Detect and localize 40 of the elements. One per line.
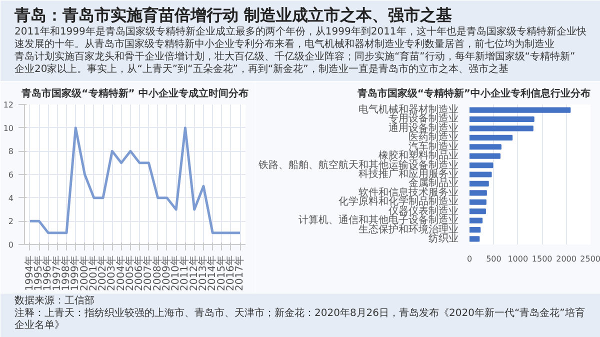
text: 2011年和1999年是青岛国家级专精特新企业成立最多的两个年份，从1999年到2011年，这十年也是青岛国家级专精特新企业快速发展的十年。从青岛市国家级专精特新中小企业专利分布来看，电气机械和器材制造业专利数量居首，前七位均为制造业 bbox=[14, 26, 586, 50]
bar bbox=[470, 190, 487, 196]
bar bbox=[470, 162, 494, 168]
bar bbox=[470, 180, 489, 187]
bar bbox=[470, 226, 481, 233]
x-tick-label: 0 bbox=[466, 254, 472, 264]
x-tick-label: 2017年 bbox=[234, 255, 246, 291]
chart-title: 青岛市国家级“专精特新” 中小企业专成立时间分布 bbox=[20, 88, 248, 100]
bar bbox=[470, 172, 492, 178]
text: 青岛：青岛市实施育苗倍增行动 制造业成立市之本、强市之基 bbox=[14, 6, 452, 24]
bar bbox=[470, 134, 513, 140]
bar bbox=[470, 218, 483, 224]
x-tick-label: 2500 bbox=[580, 254, 600, 264]
source-note: 数据来源：工信部 bbox=[14, 294, 94, 306]
y-tick-label: 0 bbox=[8, 240, 14, 250]
x-tick-label: 1994年 bbox=[23, 255, 36, 291]
x-tick-label: 2000 bbox=[556, 254, 576, 264]
bar bbox=[470, 116, 534, 122]
text: 青岛计划实施百家龙头和骨干企业倍增计划，壮大百亿级、千亿级企业阵容；同步实施“育苗”行动，每年新增国家级“专精特新”企业20家以上。事实上，从“上青天”到“五朵金花”，再到“新金花”，制造业一直是青岛市的立市之本、强市之基 bbox=[14, 50, 576, 75]
chart-title: 青岛市国家级“专精特新”中小企业专利信息行业分布 bbox=[356, 88, 591, 100]
y-tick-label: 纺织业 bbox=[428, 232, 458, 244]
x-tick-label: 500 bbox=[486, 254, 502, 264]
bar bbox=[470, 144, 502, 150]
text: 注释：上青天：指纺织业较强的上海市、青岛市、天津市；新金花：2020年8月26日，青岛发布《2020年新一代“青岛金花”培育企业名单》 bbox=[14, 306, 585, 332]
y-tick-label: 2 bbox=[8, 217, 14, 226]
y-tick-label: 12 bbox=[3, 100, 14, 110]
y-tick-label: 8 bbox=[8, 147, 14, 156]
line-series bbox=[28, 126, 242, 234]
bar bbox=[470, 153, 500, 159]
bar bbox=[470, 107, 571, 113]
bar bbox=[470, 236, 480, 242]
y-tick-label: 4 bbox=[8, 194, 14, 203]
x-tick-label: 1000 bbox=[508, 254, 528, 264]
x-tick-label: 1997年 bbox=[50, 255, 63, 291]
bar bbox=[470, 199, 486, 205]
y-tick-label: 10 bbox=[3, 124, 14, 133]
bar bbox=[470, 208, 486, 214]
y-tick-label: 6 bbox=[8, 170, 14, 180]
bar bbox=[470, 126, 534, 132]
x-tick-label: 1500 bbox=[532, 254, 552, 264]
